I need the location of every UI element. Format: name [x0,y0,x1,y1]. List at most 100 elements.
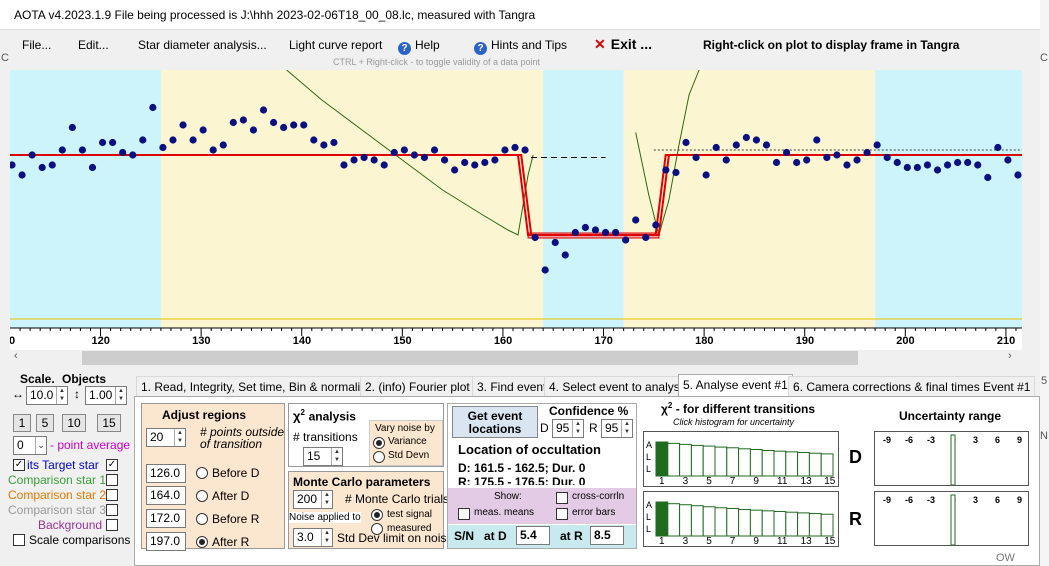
transitions-spin[interactable]: ▲ ▼ [331,448,342,465]
noise-applied-label: Noise applied to [289,512,361,523]
target-visible-checkbox[interactable]: ✓ [13,459,25,471]
comp2-label: Comparison star 2 [8,488,107,502]
r-confidence-spin[interactable]: ▲ ▼ [621,420,632,437]
d-confidence-spin[interactable]: ▲ ▼ [572,420,583,437]
plot-scrollbar[interactable]: ‹ › [10,350,1022,366]
scale-comparisons-checkbox[interactable] [13,534,25,546]
tab-read[interactable]: 1. Read, Integrity, Set time, Bin & norm… [136,376,378,396]
data-point [843,161,851,169]
monte-carlo-box: Monte Carlo parameters 200 ▲ ▼ # Monte Car… [288,471,453,549]
mc-trials-input[interactable]: 200 ▲ ▼ [293,490,333,509]
menu-exit[interactable]: ✕ Exit ... [594,36,652,53]
data-point [420,153,429,162]
test-signal-radio[interactable] [371,509,383,521]
scroll-right-icon[interactable]: › [1008,350,1012,362]
after-r-input[interactable]: 197.0 [146,532,186,551]
h-scale-spin[interactable]: ▲ ▼ [56,387,67,404]
histo-bar [820,513,834,537]
comp1-checkbox[interactable] [106,474,118,486]
tab-find-events[interactable]: 3. Find events [472,376,558,396]
tab-camera-corrections[interactable]: 6. Camera corrections & final times Even… [788,376,1036,396]
background-checkbox[interactable] [106,519,118,531]
data-point [350,156,358,164]
data-point [58,146,66,154]
point-average-select[interactable]: 0 ⌄ [13,436,47,455]
after-d-input[interactable]: 164.0 [146,486,186,505]
data-point [762,141,771,149]
meas-means-label: meas. means [474,507,535,518]
measured-radio[interactable] [371,523,383,535]
menu-light-curve-report[interactable]: Light curve report [289,38,383,52]
variance-radio[interactable] [373,437,385,449]
error-bars-checkbox[interactable] [556,508,568,520]
after-d-radio[interactable] [196,490,208,502]
histo-bar [749,448,763,477]
histo-label: 9 [753,536,759,546]
sn-box: S/N at D 5.4 at R 8.5 [448,525,636,548]
histo-bar [761,450,775,477]
light-curve-svg[interactable]: 0 120 130 140 150 160 170 180 190 200 210 [10,70,1022,350]
plot-hint: CTRL + Right-click - to toggle validity … [333,57,541,67]
menu-star-diameter[interactable]: Star diameter analysis... [138,38,267,52]
menu-help[interactable]: ? Help [398,38,440,55]
before-d-input[interactable]: 126.0 [146,464,186,483]
data-point [742,133,750,142]
v-scale-input[interactable]: 1.00 ▲ ▼ [85,386,127,405]
d-histogram[interactable]: A L L 1 3 5 7 9 11 13 15 [643,431,839,487]
data-point [903,163,911,172]
meas-means-checkbox[interactable] [458,508,470,520]
r-confidence-input[interactable]: 95 ▲ ▼ [601,419,633,438]
data-point [330,138,338,147]
r-histogram[interactable]: A L L 1 3 5 7 9 11 13 15 [643,491,839,547]
comp3-checkbox[interactable] [106,504,118,516]
x-tick-label: 170 [595,335,613,347]
d-confidence-input[interactable]: 95 ▲ ▼ [552,419,584,438]
chevron-down-icon[interactable]: ⌄ [35,437,46,454]
histo-bar [667,442,681,477]
transitions-input[interactable]: 15 ▲ ▼ [303,447,343,466]
histo-bar [714,446,728,477]
before-r-radio[interactable] [196,513,208,525]
comp2-checkbox[interactable] [106,489,118,501]
data-point [269,118,278,127]
get-event-locations-button[interactable]: Get event locations [452,406,538,438]
zoom-10-button[interactable]: 10 [62,414,86,432]
zoom-15-button[interactable]: 15 [97,414,121,432]
adjust-regions-box: Adjust regions 20 ▲ ▼ # points outside of … [141,403,285,551]
data-point [541,266,549,274]
tab-select-event[interactable]: 4. Select event to analyse [544,376,692,396]
zoom-5-button[interactable]: 5 [36,414,54,432]
points-outside-input[interactable]: 20 ▲ ▼ [146,428,186,447]
data-point [581,223,590,232]
cross-corr-checkbox[interactable] [556,492,568,504]
tab-analyse-event[interactable]: 5. Analyse event #1 [678,374,793,396]
menu-edit[interactable]: Edit... [78,38,109,52]
sdev-limit-input[interactable]: 3.0 ▲ ▼ [293,528,333,547]
points-outside-spin[interactable]: ▲ ▼ [174,429,185,446]
target-star-checkbox[interactable]: ✓ [106,459,118,471]
scroll-left-icon[interactable]: ‹ [14,350,18,362]
v-scale-spin[interactable]: ▲ ▼ [115,387,126,404]
light-curve-plot[interactable]: 0 120 130 140 150 160 170 180 190 200 210 [10,70,1022,350]
before-d-radio[interactable] [196,467,208,479]
menu-hints[interactable]: ? Hints and Tips [474,38,567,55]
after-r-radio[interactable] [196,536,208,548]
histo-label: 3 [683,476,689,486]
menu-file[interactable]: File... [22,38,52,52]
tab-fourier[interactable]: 2. (info) Fourier plot [360,376,475,396]
data-point [813,136,821,144]
zoom-1-button[interactable]: 1 [13,414,31,432]
before-r-input[interactable]: 172.0 [146,509,186,528]
data-point [239,116,247,124]
sdev-limit-spin[interactable]: ▲ ▼ [321,529,332,546]
mc-trials-spin[interactable]: ▲ ▼ [321,491,332,508]
noise-curve-r [635,70,700,237]
stddev-radio[interactable] [373,451,385,463]
h-scale-input[interactable]: 10.0 ▲ ▼ [26,386,68,405]
scroll-thumb[interactable] [82,351,858,365]
menu-exit-label: Exit ... [610,36,652,52]
data-point [461,158,469,167]
